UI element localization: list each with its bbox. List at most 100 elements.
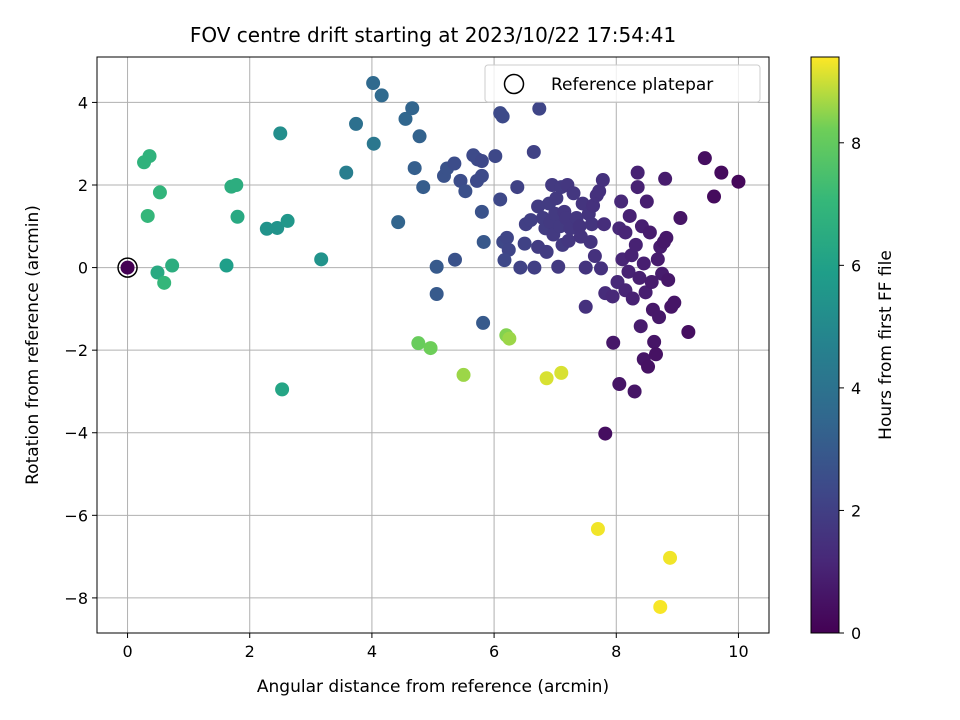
scatter-point (499, 230, 514, 245)
scatter-point (405, 101, 420, 116)
scatter-point (423, 341, 438, 356)
scatter-point (549, 191, 564, 206)
scatter-point (597, 217, 612, 232)
y-tick-label: −2 (64, 341, 88, 360)
scatter-point (630, 180, 645, 195)
scatter-point (349, 116, 364, 131)
scatter-point (391, 215, 406, 230)
colorbar-tick-label: 6 (851, 256, 861, 275)
scatter-point (566, 186, 581, 201)
scatter-point (407, 161, 422, 176)
scatter-point (527, 260, 542, 275)
scatter-point (663, 550, 678, 565)
scatter-point (627, 384, 642, 399)
scatter-point (622, 208, 637, 223)
scatter-point (681, 324, 696, 339)
colorbar-ticks: 0 2 4 6 8 (839, 134, 861, 643)
scatter-point (612, 377, 627, 392)
scatter-point (584, 217, 599, 232)
scatter-point (578, 260, 593, 275)
colorbar-tick-label: 8 (851, 134, 861, 153)
scatter-point (398, 111, 413, 126)
x-tick-label: 8 (611, 642, 621, 661)
scatter-point (526, 144, 541, 159)
scatter-point (429, 259, 444, 274)
scatter-point (605, 289, 620, 304)
scatter-point (469, 173, 484, 188)
scatter-point (707, 189, 722, 204)
reference-platepar-marker (117, 257, 138, 278)
y-tick-label: 4 (78, 93, 88, 112)
scatter-point (632, 270, 647, 285)
y-tick-label: −4 (64, 424, 88, 443)
scatter-point (621, 264, 636, 279)
scatter-point (270, 220, 285, 235)
scatter-point (590, 521, 605, 536)
scatter-point (572, 219, 587, 234)
scatter-point (411, 336, 426, 351)
scatter-point (561, 233, 576, 248)
scatter-point (429, 287, 444, 302)
data-points (117, 76, 746, 614)
scatter-point (412, 129, 427, 144)
scatter-point (639, 194, 654, 209)
scatter-point (165, 258, 180, 273)
scatter-point (142, 149, 157, 164)
scatter-point (650, 252, 665, 267)
scatter-point (523, 213, 538, 228)
colorbar-tick-label: 2 (851, 501, 861, 520)
scatter-point (517, 236, 532, 251)
scatter-point (653, 599, 668, 614)
colorbar-fill (810, 56, 840, 634)
scatter-point (493, 192, 508, 207)
colorbar-tick-label: 4 (851, 379, 861, 398)
scatter-point (510, 180, 525, 195)
scatter-point (618, 225, 633, 240)
scatter-point (476, 315, 491, 330)
scatter-point (502, 331, 517, 346)
scatter-point (374, 88, 389, 103)
scatter-point (614, 194, 629, 209)
scatter-point (587, 249, 602, 264)
scatter-point (551, 259, 566, 274)
scatter-point (592, 184, 607, 199)
scatter-point (554, 365, 569, 380)
legend-box (484, 64, 761, 103)
y-axis-label: Rotation from reference (arcmin) (23, 205, 43, 485)
y-tick-label: −8 (64, 589, 88, 608)
scatter-point (647, 334, 662, 349)
scatter-point (458, 184, 473, 199)
x-tick-label: 4 (367, 642, 377, 661)
scatter-point (366, 76, 381, 91)
scatter-point (630, 165, 645, 180)
scatter-point (628, 237, 643, 252)
scatter-point (661, 272, 676, 287)
scatter-point (638, 285, 653, 300)
scatter-point (513, 260, 528, 275)
scatter-point (157, 275, 172, 290)
scatter-point (230, 209, 245, 224)
legend-reference-marker (503, 73, 525, 95)
scatter-point (642, 225, 657, 240)
scatter-point (667, 295, 682, 310)
y-tick-label: −6 (64, 506, 88, 525)
scatter-point (697, 151, 712, 166)
scatter-point (714, 165, 729, 180)
scatter-point (532, 101, 547, 116)
scatter-point (652, 310, 667, 325)
scatter-point (140, 208, 155, 223)
scatter-point (488, 149, 503, 164)
scatter-point (578, 299, 593, 314)
colorbar-tick-label: 0 (851, 624, 861, 643)
x-tick-label: 0 (122, 642, 132, 661)
scatter-point (648, 347, 663, 362)
y-tick-label: 0 (78, 259, 88, 278)
scatter-point (273, 126, 288, 141)
scatter-point (474, 154, 489, 169)
scatter-point (539, 244, 554, 259)
scatter-point (641, 359, 656, 374)
scatter-point (644, 275, 659, 290)
scatter-point (636, 256, 651, 271)
x-tick-label: 2 (245, 642, 255, 661)
scatter-point (476, 234, 491, 249)
